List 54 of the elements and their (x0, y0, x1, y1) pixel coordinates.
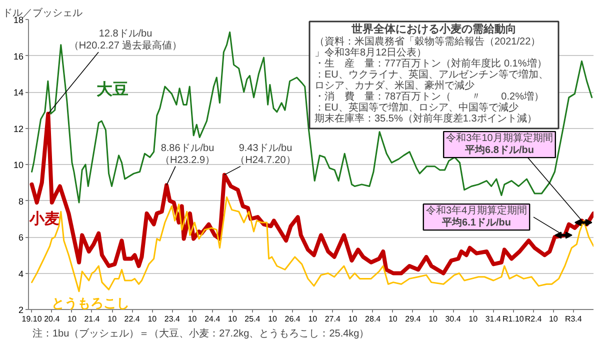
y-tick-label: 8 (18, 196, 24, 206)
x-tick-label: 10 (68, 314, 77, 324)
x-tick-label: 20.4 (44, 314, 60, 324)
x-tick-label: 27.4 (324, 314, 341, 324)
x-tick-label: R3.4 (564, 314, 582, 324)
annotation: 令和3年4月期算定期間平均6.1ドル/bu (426, 204, 528, 229)
series-label: 大豆 (96, 80, 128, 99)
x-tick-label: 19.10 (22, 314, 42, 324)
y-tick-label: 12 (13, 124, 24, 134)
y-tick-label: 14 (13, 88, 24, 98)
x-tick-label: R1.10 (502, 314, 524, 324)
y-tick-label: 6 (18, 232, 24, 242)
x-tick-label: 10 (268, 314, 278, 324)
x-tick-label: 10 (188, 314, 198, 324)
x-tick-label: 10 (468, 314, 478, 324)
annotation: ：EU、英国等で増加、ロシア、中国等で減少 (314, 102, 518, 114)
x-tick-label: 24.4 (204, 314, 221, 324)
x-tick-label: 28.4 (365, 314, 382, 324)
annotation: ：EU、ウクライナ、英国、アルゼンチン等で増加、ロシア、カナダ、米国、豪州で減少 (314, 68, 548, 92)
x-tick-label: 10 (308, 314, 318, 324)
x-tick-label: 26.4 (284, 314, 301, 324)
x-tick-label: 31.4 (485, 314, 502, 324)
annotation: 令和3年10月期算定期間平均6.8ドル/bu (446, 132, 553, 156)
x-tick-label: 10 (348, 314, 358, 324)
x-tick-label: R2.4 (524, 314, 542, 324)
line-series (30, 112, 594, 276)
x-tick-label: 10 (548, 314, 558, 324)
annotation: 8.86ドル/bu （H23.2.9） (160, 142, 216, 166)
annotation: 期末在庫率：35.5%（対前年度差1.3ポイント減） (314, 112, 537, 124)
y-tick-label: 2 (18, 305, 24, 315)
y-tick-label: 16 (13, 51, 24, 62)
x-tick-label: 23.4 (164, 314, 180, 324)
x-tick-label: 10 (228, 314, 238, 324)
x-tick-label: 10 (388, 314, 398, 324)
x-tick-label: 21.4 (84, 314, 100, 324)
line-series (31, 196, 594, 292)
x-tick-label: 10 (108, 314, 118, 324)
y-tick-label: 18 (13, 15, 24, 25)
annotation: 9.43ドル/bu （H24.7.20） (235, 142, 296, 166)
annotation: ・消 費 量：787百万トン（ 〃 0.2%増） (314, 90, 544, 102)
annotation: ・生 産 量：777百万トン（対前年度比 0.1%増） (314, 58, 547, 70)
x-tick-label: 10 (148, 314, 158, 324)
x-tick-label: 22.4 (124, 314, 140, 324)
y-tick-label: 10 (13, 160, 24, 170)
annotation: 12.8ドル/bu （H20.2.27 過去最高値） (68, 28, 182, 52)
y-tick-label: 4 (18, 268, 24, 279)
annotation: 世界全体における小麦の需給動向 (350, 22, 516, 36)
x-tick-label: 10 (428, 314, 438, 324)
x-tick-label: 29.4 (405, 314, 422, 324)
x-tick-label: 30.4 (445, 314, 462, 324)
series-label: 小麦 (28, 210, 60, 228)
x-tick-label: 25.4 (244, 314, 261, 324)
annotation: （資料：米国農務省「穀物等需給報告（2021/22）」令和3年8月12日公表） (314, 36, 541, 58)
text: 注：1bu（ブッシェル）＝（大豆、小麦：27.2kg、とうもろこし：25.4kg） (32, 328, 370, 340)
